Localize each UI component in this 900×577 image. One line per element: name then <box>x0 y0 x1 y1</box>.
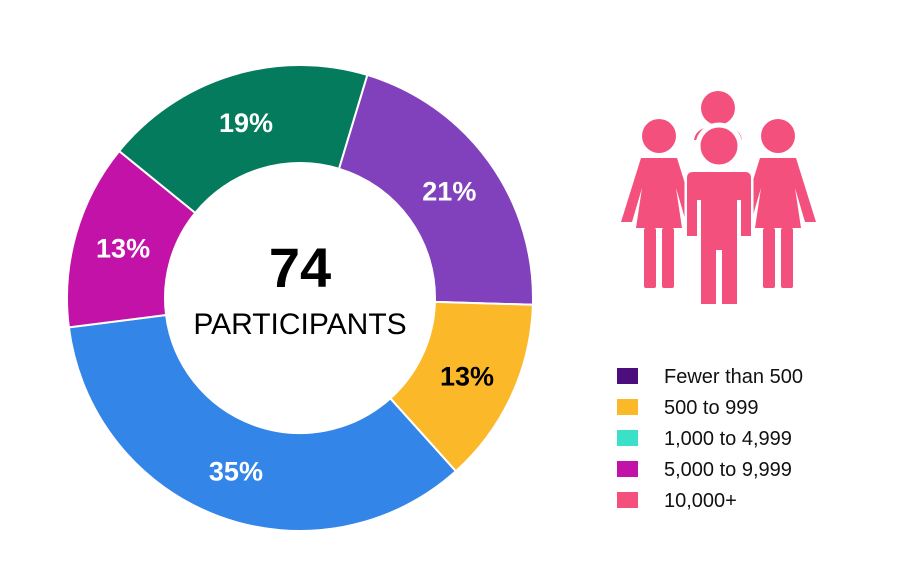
slice-label-3: 21% <box>422 176 476 206</box>
legend-label-2: 1,000 to 4,999 <box>664 428 792 450</box>
legend-label-3: 5,000 to 9,999 <box>664 459 792 481</box>
slice-label-2: 19% <box>219 108 273 138</box>
participants-caption: PARTICIPANTS <box>193 308 406 341</box>
slice-labels: 35% 13% 19% 21% 13% <box>96 108 494 486</box>
slice-label-4: 13% <box>440 361 494 391</box>
legend-swatch-0 <box>617 368 638 384</box>
legend-swatch-3 <box>617 461 638 477</box>
donut-slice-4 <box>388 300 534 473</box>
donut-slice-2 <box>117 64 369 215</box>
slice-label-0: 35% <box>209 456 263 486</box>
legend-label-0: Fewer than 500 <box>664 366 803 388</box>
slice-label-1: 13% <box>96 234 150 264</box>
people-group-icon <box>621 91 816 307</box>
donut-slices <box>66 64 534 532</box>
legend-label-4: 10,000+ <box>664 490 737 512</box>
donut-slice-0 <box>67 313 458 532</box>
participant-count: 74 <box>269 236 331 299</box>
legend-label-1: 500 to 999 <box>664 397 759 419</box>
legend-swatch-2 <box>617 430 638 446</box>
legend-swatch-4 <box>617 492 638 508</box>
legend: Fewer than 500 500 to 999 1,000 to 4,999 5,… <box>617 366 803 512</box>
legend-swatch-1 <box>617 399 638 415</box>
donut-slice-3 <box>337 73 534 306</box>
